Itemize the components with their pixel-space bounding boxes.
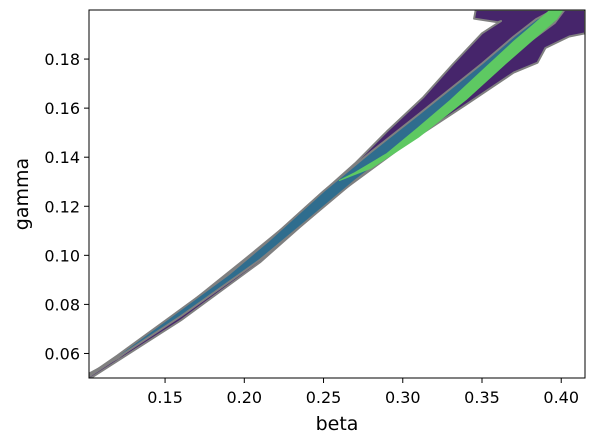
y-tick-label: 0.12 — [44, 197, 80, 216]
x-tick-label: 0.30 — [385, 388, 421, 407]
contour-layers — [89, 10, 585, 378]
contour-level-middle — [89, 10, 566, 378]
x-axis: 0.15 0.20 0.25 0.30 0.35 0.40 — [147, 378, 579, 407]
contour-level-inner — [338, 10, 564, 181]
x-tick-label: 0.35 — [464, 388, 500, 407]
x-tick-label: 0.15 — [147, 388, 183, 407]
y-axis: 0.06 0.08 0.10 0.12 0.14 0.16 0.18 — [44, 50, 89, 363]
y-tick-label: 0.06 — [44, 344, 80, 363]
y-tick-label: 0.16 — [44, 99, 80, 118]
y-tick-label: 0.14 — [44, 148, 80, 167]
y-tick-label: 0.08 — [44, 295, 80, 314]
x-tick-label: 0.25 — [306, 388, 342, 407]
x-axis-label: beta — [316, 413, 359, 435]
x-tick-label: 0.20 — [226, 388, 262, 407]
y-axis-label: gamma — [11, 158, 33, 230]
y-tick-label: 0.10 — [44, 246, 80, 265]
plot-frame — [88, 9, 586, 379]
y-tick-label: 0.18 — [44, 50, 80, 69]
x-tick-label: 0.40 — [543, 388, 579, 407]
